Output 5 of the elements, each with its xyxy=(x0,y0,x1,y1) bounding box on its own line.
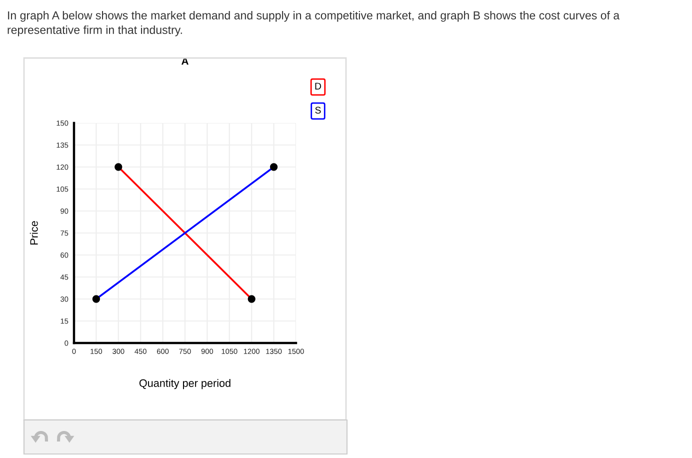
x-axis-title: Quantity per period xyxy=(139,379,230,390)
text: S xyxy=(315,106,321,114)
text: D xyxy=(315,82,322,90)
y-axis-title: Price xyxy=(30,221,38,244)
text: In graph A below shows the market demand and supply in a competitive market, and graph B shows the cost curves of a representative firm in that industry. xyxy=(8,11,620,36)
